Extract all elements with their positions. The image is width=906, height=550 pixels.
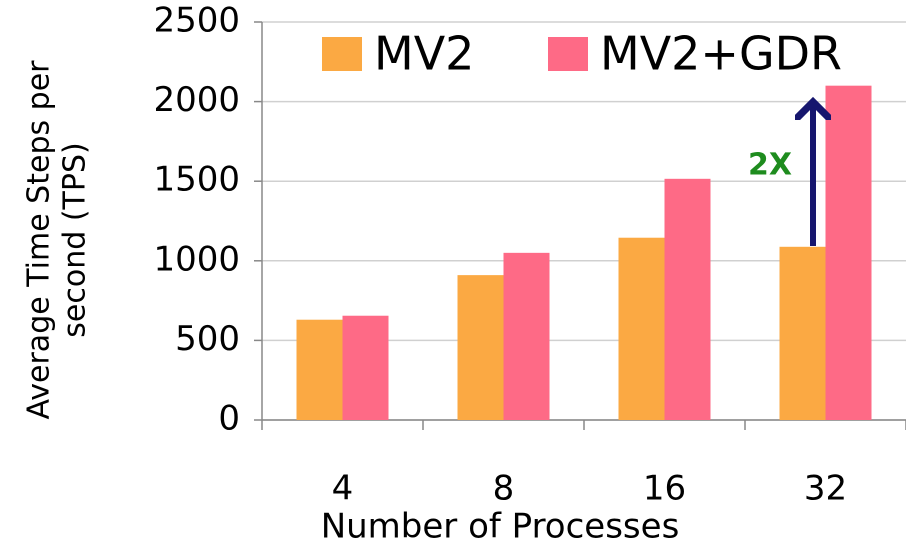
bar [342,315,389,420]
y-axis-title-line: second (TPS) [58,142,93,337]
legend-swatch [548,37,588,71]
x-tick-label: 4 [332,469,354,509]
legend-label: MV2+GDR [600,27,842,81]
bar [296,319,343,420]
bar [825,85,872,421]
x-tick-label: 16 [643,469,686,509]
bar [664,178,711,420]
legend-label: MV2 [374,27,474,81]
bar [779,246,826,420]
y-tick-label: 2500 [153,1,240,41]
annotation: 2X [748,148,792,183]
x-tick-label: 8 [493,469,515,509]
bar [618,237,665,420]
bar [457,275,504,420]
x-tick-label: 32 [804,469,847,509]
y-tick-label: 1000 [153,239,240,279]
y-tick-label: 0 [218,399,240,439]
bar [503,252,550,420]
y-axis-title-line: Average Time Steps per [22,60,57,420]
y-tick-label: 1500 [153,160,240,200]
y-tick-label: 2000 [153,80,240,120]
legend-swatch [322,37,362,71]
x-axis-title: Number of Processes [321,507,680,547]
y-axis-title: Average Time Steps per second (TPS) [22,60,93,420]
y-tick-label: 500 [175,319,240,359]
